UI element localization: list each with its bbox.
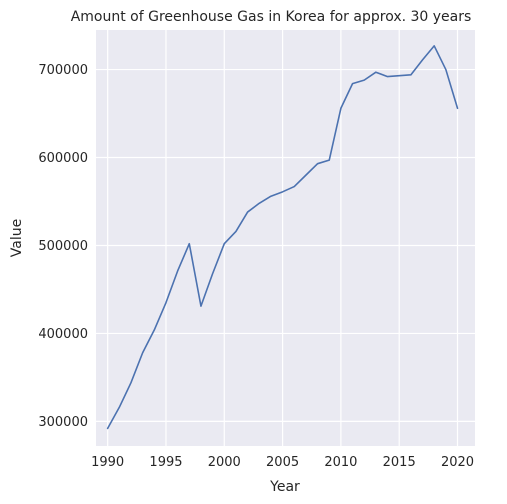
tick-labels: 1990 1995 2000 2005 2010 2015 2020 300000 400000… xyxy=(38,63,474,470)
y-tick-label: 700000 xyxy=(38,63,88,78)
x-tick-label: 2020 xyxy=(441,455,474,470)
y-tick-label: 500000 xyxy=(38,239,88,254)
x-axis-label: Year xyxy=(269,479,300,495)
y-tick-label: 600000 xyxy=(38,151,88,166)
y-tick-label: 400000 xyxy=(38,327,88,342)
x-tick-label: 2005 xyxy=(266,455,299,470)
x-tick-label: 2000 xyxy=(208,455,241,470)
y-axis-label: Value xyxy=(9,219,25,257)
grid-lines xyxy=(96,30,475,446)
plot-area xyxy=(96,30,475,446)
x-tick-label: 2010 xyxy=(324,455,357,470)
x-tick-label: 1990 xyxy=(91,455,124,470)
y-tick-label: 300000 xyxy=(38,415,88,430)
chart-title: Amount of Greenhouse Gas in Korea for ap… xyxy=(71,9,472,25)
series-layer xyxy=(106,45,459,430)
series-line xyxy=(106,45,459,430)
x-tick-label: 1995 xyxy=(149,455,182,470)
x-tick-label: 2015 xyxy=(383,455,416,470)
